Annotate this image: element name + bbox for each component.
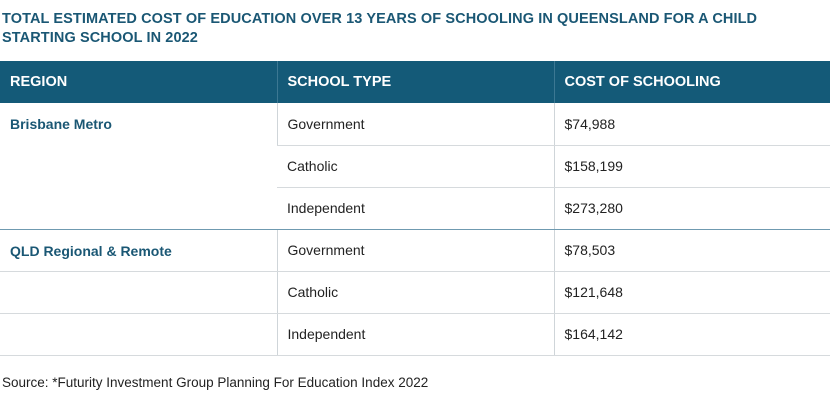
cost-of-schooling-table: REGION SCHOOL TYPE COST OF SCHOOLING Bri… xyxy=(0,61,830,356)
source-note: Source: *Futurity Investment Group Plann… xyxy=(2,375,429,390)
cost-cell: $74,988 xyxy=(553,103,830,146)
empty-region-cell xyxy=(0,313,277,356)
header-school-type: SCHOOL TYPE xyxy=(276,61,554,103)
header-region: REGION xyxy=(10,74,68,90)
school-type-cell: Catholic xyxy=(276,271,554,314)
table-row: Brisbane Metro Government $74,988 xyxy=(0,103,830,230)
school-type-cell: Independent xyxy=(276,313,554,356)
cost-cell: $158,199 xyxy=(553,145,830,188)
table-row: Independent $164,142 xyxy=(0,313,830,356)
school-type-cell: Catholic xyxy=(277,145,554,188)
cost-cell: $164,142 xyxy=(553,313,830,356)
table-body: Brisbane Metro Government $74,988 Cathol… xyxy=(0,103,830,356)
table-header: REGION SCHOOL TYPE COST OF SCHOOLING xyxy=(0,61,830,103)
school-type-cell: Independent xyxy=(277,187,554,230)
header-cost-of-schooling: COST OF SCHOOLING xyxy=(553,61,830,103)
header-row: REGION SCHOOL TYPE COST OF SCHOOLING xyxy=(0,61,830,103)
region-cell-qld-regional-remote: QLD Regional & Remote xyxy=(0,229,277,272)
school-type-cell: Government xyxy=(276,103,554,146)
table-row: Catholic $121,648 xyxy=(0,271,830,314)
empty-region-cell xyxy=(0,271,277,314)
cost-cell: $78,503 xyxy=(553,229,830,272)
school-type-cell: Government xyxy=(276,229,554,272)
table-row: Independent $273,280 xyxy=(0,187,830,230)
cost-cell: $273,280 xyxy=(553,187,830,230)
table-row: Catholic $158,199 xyxy=(0,145,830,188)
cost-cell: $121,648 xyxy=(553,271,830,314)
table-row: QLD Regional & Remote Government $78,503 xyxy=(0,229,830,272)
region-cell-brisbane-metro: Brisbane Metro xyxy=(0,103,277,230)
table-title: TOTAL ESTIMATED COST OF EDUCATION OVER 1… xyxy=(2,11,758,46)
